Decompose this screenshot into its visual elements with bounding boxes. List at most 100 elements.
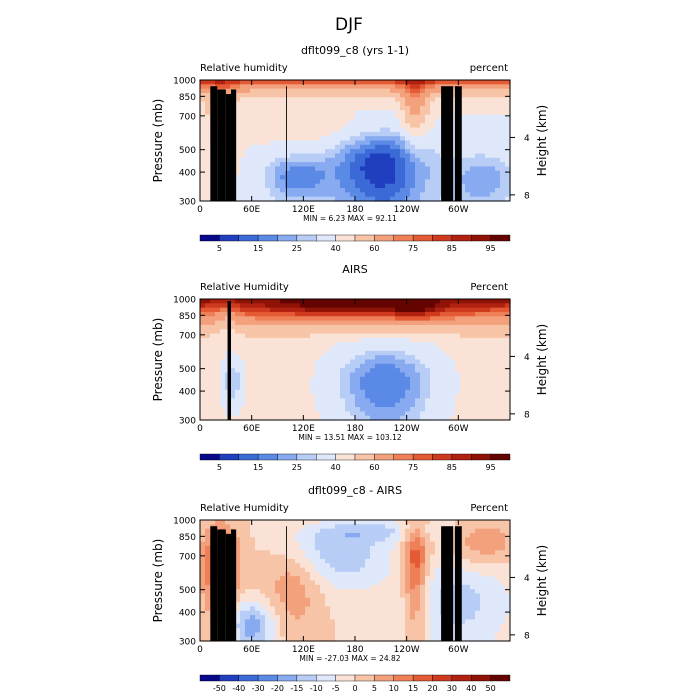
heatmap-cell [205, 563, 211, 569]
heatmap-cell [275, 524, 281, 530]
heatmap-cell [300, 385, 306, 391]
heatmap-cell [290, 584, 296, 590]
heatmap-cell [455, 368, 461, 374]
heatmap-cell [305, 541, 311, 547]
heatmap-cell [270, 532, 276, 538]
heatmap-cell [415, 385, 421, 391]
heatmap-cell [250, 394, 256, 399]
heatmap-cell [440, 372, 446, 378]
heatmap-cell [280, 554, 286, 560]
heatmap-cell [330, 550, 336, 556]
heatmap-cell [350, 131, 356, 137]
heatmap-cell [240, 183, 246, 189]
heatmap-cell [485, 84, 491, 90]
heatmap-cell [310, 402, 316, 408]
heatmap-cell [245, 537, 251, 543]
heatmap-cell [250, 415, 256, 421]
heatmap-cell [405, 389, 411, 395]
heatmap-cell [390, 532, 396, 538]
heatmap-cell [315, 619, 321, 625]
heatmap-cell [320, 324, 326, 330]
heatmap-cell [345, 394, 351, 399]
heatmap-cell [330, 541, 336, 547]
heatmap-cell [250, 606, 256, 612]
heatmap-cell [430, 576, 436, 582]
heatmap-cell [420, 376, 426, 382]
heatmap-cell [315, 101, 321, 107]
heatmap-cell [205, 532, 211, 538]
heatmap-cell [480, 307, 486, 313]
heatmap-cell [470, 101, 476, 107]
heatmap-cell [235, 571, 241, 577]
heatmap-cell [240, 114, 246, 120]
heatmap-cell [330, 580, 336, 586]
heatmap-cell [370, 131, 376, 137]
heatmap-cell [500, 303, 506, 309]
heatmap-cell [500, 136, 506, 142]
heatmap-cell [315, 558, 321, 564]
heatmap-cell [365, 545, 371, 551]
heatmap-cell [250, 381, 256, 387]
heatmap-cell [320, 88, 326, 94]
heatmap-cell [500, 105, 506, 111]
heatmap-cell [235, 632, 241, 638]
heatmap-cell [285, 571, 291, 577]
heatmap-cell [240, 92, 246, 98]
heatmap-cell [295, 415, 301, 421]
heatmap-cell [375, 316, 381, 322]
heatmap-cell [345, 329, 351, 335]
heatmap-cell [205, 175, 211, 180]
heatmap-cell [290, 333, 296, 339]
heatmap-cell [425, 602, 431, 608]
heatmap-cell [320, 606, 326, 612]
heatmap-cell [285, 567, 291, 573]
heatmap-cell [380, 192, 386, 198]
heatmap-cell [475, 101, 481, 107]
heatmap-cell [345, 580, 351, 586]
heatmap-cell [450, 333, 456, 339]
heatmap-cell [335, 166, 341, 172]
heatmap-cell [425, 337, 431, 343]
colorbar-label: 75 [408, 463, 418, 472]
heatmap-cell [320, 537, 326, 543]
heatmap-cell [455, 320, 461, 326]
heatmap-cell [325, 149, 331, 155]
heatmap-cell [430, 127, 436, 133]
heatmap-cell [435, 131, 441, 137]
heatmap-cell [255, 333, 261, 339]
heatmap-cell [305, 563, 311, 569]
heatmap-cell [355, 576, 361, 582]
heatmap-cell [405, 140, 411, 146]
heatmap-cell [435, 576, 441, 582]
heatmap-cell [480, 136, 486, 142]
heatmap-cell [430, 144, 436, 150]
heatmap-cell [385, 636, 391, 642]
heatmap-cell [340, 342, 346, 348]
heatmap-cell [275, 580, 281, 586]
heatmap-cell [430, 136, 436, 142]
heatmap-cell [345, 320, 351, 326]
heatmap-cell [265, 571, 271, 577]
heatmap-cell [330, 537, 336, 543]
heatmap-cell [320, 346, 326, 352]
heatmap-cell [465, 101, 471, 107]
heatmap-cell [375, 324, 381, 330]
heatmap-cell [265, 619, 271, 625]
heatmap-cell [380, 584, 386, 590]
heatmap-cell [280, 192, 286, 198]
heatmap-cell [475, 342, 481, 348]
heatmap-cell [260, 316, 266, 322]
heatmap-cell [285, 140, 291, 146]
heatmap-cell [425, 532, 431, 538]
heatmap-cell [350, 320, 356, 326]
heatmap-cell [420, 550, 426, 556]
heatmap-cell [405, 359, 411, 365]
heatmap-cell [475, 381, 481, 387]
heatmap-cell [500, 166, 506, 172]
heatmap-cell [415, 524, 421, 530]
heatmap-cell [385, 307, 391, 313]
heatmap-cell [305, 303, 311, 309]
heatmap-cell [420, 179, 426, 185]
heatmap-cell [415, 166, 421, 172]
heatmap-cell [435, 123, 441, 129]
